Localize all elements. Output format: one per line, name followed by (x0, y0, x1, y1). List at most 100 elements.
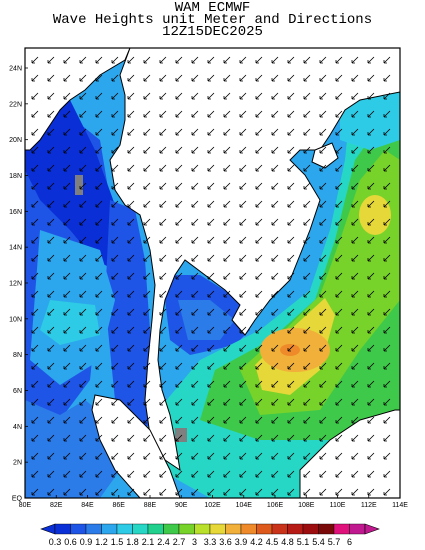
direction-arrow (335, 200, 343, 208)
land-borneo (299, 409, 400, 498)
direction-arrow (335, 452, 343, 460)
direction-arrow (127, 362, 135, 370)
wave-zone-scs-north-peak (359, 195, 391, 235)
colorbar-swatch (70, 523, 87, 535)
direction-arrow (303, 308, 311, 316)
direction-arrow (223, 200, 231, 208)
direction-arrow (95, 272, 103, 280)
direction-arrow (207, 182, 215, 190)
direction-arrow (335, 398, 343, 406)
direction-arrow (255, 74, 263, 82)
direction-arrow (287, 362, 295, 370)
direction-arrow (31, 470, 39, 478)
direction-arrow (271, 236, 279, 244)
lon-tick-label: 112E (361, 502, 377, 509)
direction-arrow (159, 200, 167, 208)
direction-arrow (63, 92, 71, 100)
direction-arrow (175, 470, 183, 478)
direction-arrow (79, 146, 87, 154)
direction-arrow (287, 290, 295, 298)
colorbar-label: 0.3 (49, 537, 62, 547)
direction-arrow (207, 164, 215, 172)
direction-arrow (111, 434, 119, 442)
direction-arrow (223, 416, 231, 424)
direction-arrow (271, 434, 279, 442)
direction-arrow (111, 218, 119, 226)
colorbar-label: 5.7 (328, 537, 341, 547)
direction-arrow (319, 380, 327, 388)
direction-arrow (159, 362, 167, 370)
direction-arrow (31, 452, 39, 460)
direction-arrow (31, 416, 39, 424)
direction-arrow (111, 452, 119, 460)
direction-arrow (351, 380, 359, 388)
colorbar-label: 3.3 (204, 537, 217, 547)
direction-arrow (239, 452, 247, 460)
direction-arrow (383, 362, 391, 370)
direction-arrow (111, 362, 119, 370)
lat-tick-label: 18N (9, 173, 22, 180)
direction-arrow (207, 308, 215, 316)
direction-arrow (31, 272, 39, 280)
direction-arrow (351, 344, 359, 352)
direction-arrow (79, 128, 87, 136)
direction-arrow (319, 290, 327, 298)
direction-arrow (303, 344, 311, 352)
direction-arrow (31, 344, 39, 352)
direction-arrow (95, 110, 103, 118)
direction-arrow (351, 434, 359, 442)
direction-arrow (111, 56, 119, 64)
direction-arrow (47, 488, 55, 496)
colorbar-swatch (209, 523, 226, 535)
direction-arrow (47, 218, 55, 226)
colorbar-swatch (101, 523, 118, 535)
direction-arrow (191, 56, 199, 64)
direction-arrow (367, 182, 375, 190)
direction-arrow (175, 272, 183, 280)
direction-arrow (335, 380, 343, 388)
direction-arrow (351, 110, 359, 118)
direction-arrow (175, 146, 183, 154)
direction-arrow (47, 398, 55, 406)
direction-arrow (367, 434, 375, 442)
direction-arrow (127, 74, 135, 82)
direction-arrow (223, 272, 231, 280)
direction-arrow (143, 254, 151, 262)
direction-arrow (255, 236, 263, 244)
direction-arrow (175, 164, 183, 172)
direction-arrow (255, 470, 263, 478)
no-data-patch (75, 175, 83, 195)
direction-arrow (223, 290, 231, 298)
direction-arrow (95, 164, 103, 172)
direction-arrow (383, 326, 391, 334)
direction-arrow (223, 236, 231, 244)
direction-arrow (303, 56, 311, 64)
lon-tick-label: 88E (144, 502, 157, 509)
direction-arrow (191, 380, 199, 388)
direction-arrow (303, 380, 311, 388)
direction-arrow (31, 74, 39, 82)
direction-arrow (47, 110, 55, 118)
direction-arrow (111, 272, 119, 280)
direction-arrow (351, 272, 359, 280)
direction-arrow (31, 326, 39, 334)
direction-arrow (367, 470, 375, 478)
direction-arrow (319, 218, 327, 226)
direction-arrow (63, 128, 71, 136)
direction-arrow (127, 56, 135, 64)
direction-arrow (79, 200, 87, 208)
direction-arrow (303, 254, 311, 262)
lat-tick-label: 8N (13, 352, 22, 359)
direction-arrow (95, 344, 103, 352)
direction-arrow (271, 218, 279, 226)
direction-arrow (207, 218, 215, 226)
direction-arrow (63, 236, 71, 244)
direction-arrow (271, 272, 279, 280)
direction-arrow (95, 380, 103, 388)
lat-tick-label: 20N (9, 137, 22, 144)
direction-arrow (31, 398, 39, 406)
direction-arrow (287, 200, 295, 208)
wave-zone-bob-east (105, 200, 155, 440)
direction-arrow (287, 488, 295, 496)
colorbar-swatch (132, 523, 149, 535)
